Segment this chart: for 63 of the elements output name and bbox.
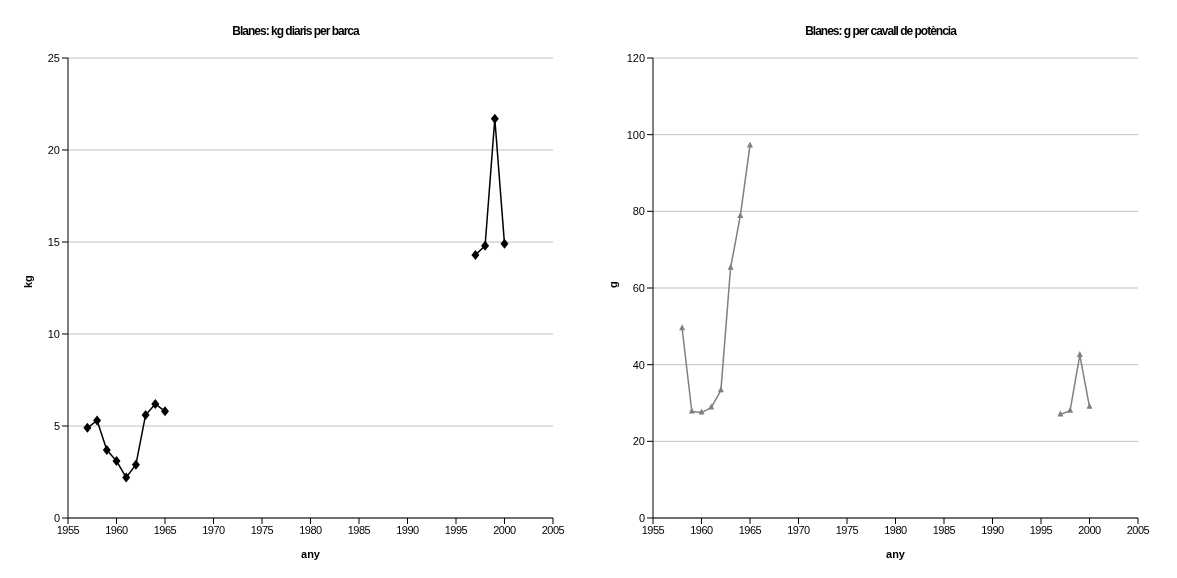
point: [131, 459, 140, 470]
point: [102, 444, 111, 455]
point: [481, 240, 490, 251]
point: [93, 415, 102, 426]
x-tick-label: 1985: [347, 523, 371, 536]
point: [122, 472, 131, 483]
point: [727, 263, 734, 270]
x-tick-label: 1960: [105, 523, 129, 536]
y-tick-label: 40: [632, 358, 645, 371]
x-tick-label: 1970: [787, 523, 811, 536]
chart-title: Blanes: kg diaris per barca: [231, 23, 361, 40]
y-tick-label: 10: [47, 327, 60, 340]
point: [151, 398, 160, 409]
y-tick-label: 25: [47, 51, 60, 64]
x-tick-label: 1955: [641, 523, 665, 536]
x-tick-label: 1975: [250, 523, 274, 536]
x-tick-label: 1965: [738, 523, 762, 536]
x-tick-label: 1995: [1029, 523, 1053, 536]
y-tick-label: 0: [638, 511, 645, 524]
point: [471, 249, 480, 260]
point: [112, 455, 121, 466]
point: [500, 238, 509, 249]
y-tick-label: 100: [626, 128, 645, 141]
point: [679, 324, 686, 331]
point: [1067, 406, 1074, 413]
x-tick-label: 1975: [835, 523, 859, 536]
x-tick-label: 1985: [932, 523, 956, 536]
point: [708, 403, 715, 410]
point: [1057, 410, 1064, 417]
y-tick-label: 20: [632, 435, 645, 448]
y-tick-label: 20: [47, 143, 60, 156]
x-axis-title: any: [301, 548, 321, 560]
y-axis-title: kg: [21, 275, 34, 288]
x-tick-label: 1955: [56, 523, 80, 536]
x-tick-label: 2005: [541, 523, 565, 536]
x-tick-label: 1960: [690, 523, 714, 536]
x-tick-label: 1965: [153, 523, 177, 536]
y-tick-label: 60: [632, 281, 645, 294]
x-tick-label: 2000: [1078, 523, 1102, 536]
y-axis-title: g: [606, 281, 619, 288]
point: [490, 113, 499, 124]
y-tick-label: 15: [47, 235, 60, 248]
chart-title: Blanes: g per cavall de potència: [804, 23, 958, 40]
point: [161, 406, 169, 417]
point: [747, 141, 753, 148]
point: [1086, 402, 1093, 409]
point: [141, 409, 150, 420]
y-tick-label: 0: [53, 511, 60, 524]
point: [83, 422, 92, 433]
y-tick-label: 5: [53, 419, 60, 432]
x-axis-title: any: [886, 548, 906, 560]
x-tick-label: 1980: [299, 523, 323, 536]
y-tick-label: 80: [632, 205, 645, 218]
x-tick-label: 2005: [1126, 523, 1150, 536]
y-tick-label: 120: [626, 51, 645, 64]
x-tick-label: 2000: [493, 523, 517, 536]
point: [1076, 351, 1083, 358]
point: [698, 408, 705, 415]
x-tick-label: 1990: [981, 523, 1005, 536]
x-tick-label: 1995: [444, 523, 468, 536]
x-tick-label: 1990: [396, 523, 420, 536]
x-tick-label: 1980: [884, 523, 908, 536]
x-tick-label: 1970: [202, 523, 226, 536]
